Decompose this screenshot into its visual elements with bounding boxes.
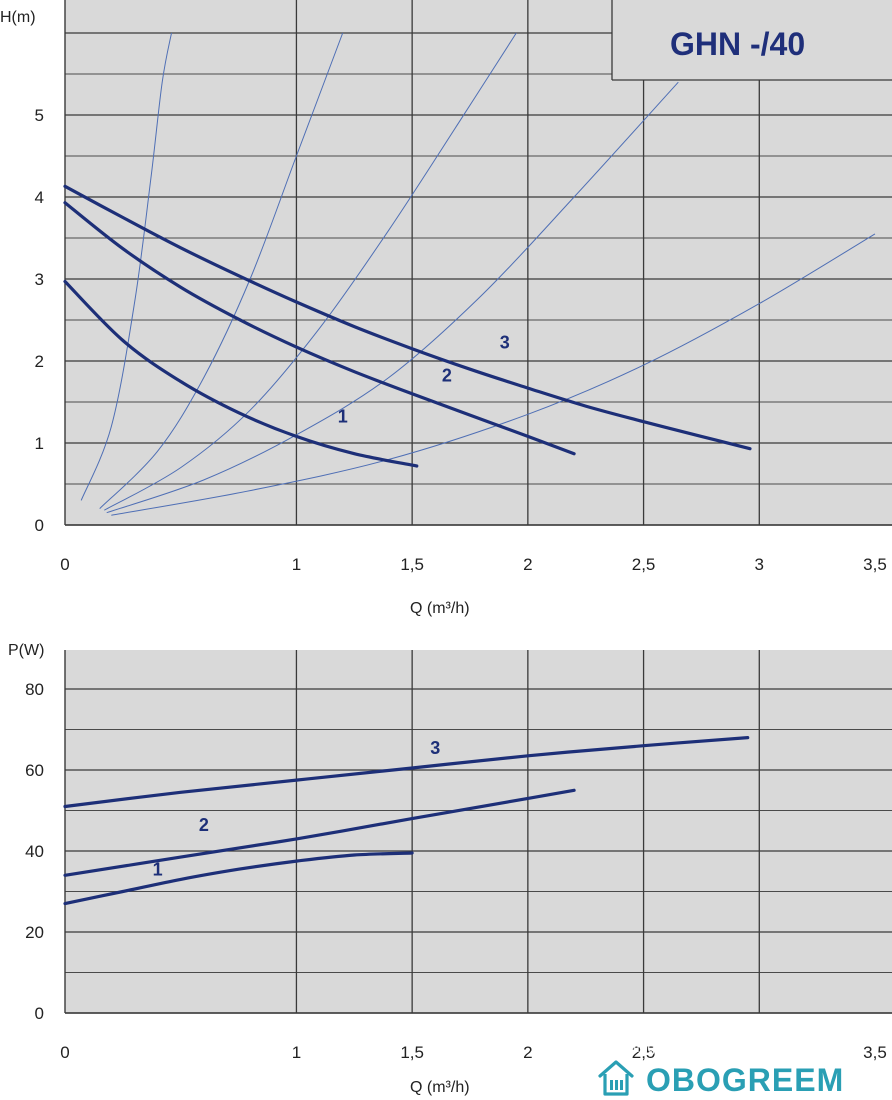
y-tick-label: 5 <box>35 106 44 125</box>
power-chart: 1 2 3 0 1 1,5 2 2,5 3,5 0 20 40 60 80 P(W) Q (m³/h) <box>8 642 892 1096</box>
power-curve-2 <box>63 788 576 877</box>
power-x-ticks: 0 1 1,5 2 2,5 3,5 <box>60 1043 887 1062</box>
x-tick-label: 1,5 <box>400 1043 424 1062</box>
head-x-ticks: 0 1 1,5 2 2,5 3 3,5 <box>60 555 887 574</box>
x-tick-label: 3,5 <box>863 555 887 574</box>
x-tick-label: 2,5 <box>632 1043 656 1062</box>
y-tick-label: 4 <box>35 188 44 207</box>
logo: OBOGREEM <box>598 1060 844 1098</box>
power-curve-label-2: 2 <box>199 815 209 835</box>
system-curve-3 <box>104 32 517 511</box>
x-tick-label: 3 <box>755 555 764 574</box>
y-tick-label: 40 <box>25 842 44 861</box>
head-curve-1 <box>63 279 419 468</box>
x-tick-label: 1 <box>292 1043 301 1062</box>
head-x-axis-title: Q (m³/h) <box>410 600 470 617</box>
system-curves <box>80 32 876 516</box>
head-curve-2 <box>63 201 576 456</box>
x-tick-label: 3,5 <box>863 1043 887 1062</box>
system-curve-2 <box>99 32 344 509</box>
system-curve-4 <box>106 81 679 514</box>
power-plot-area <box>65 650 892 1013</box>
system-curve-5 <box>111 233 876 516</box>
head-grid <box>64 0 892 526</box>
x-tick-label: 2,5 <box>632 555 656 574</box>
power-series: 1 2 3 <box>63 736 750 906</box>
y-tick-label: 0 <box>35 516 44 535</box>
system-curve-1 <box>80 32 172 501</box>
y-tick-label: 80 <box>25 680 44 699</box>
power-curve-label-1: 1 <box>153 859 163 879</box>
head-y-axis-title: H(m) <box>0 9 36 26</box>
head-y-ticks: 0 1 2 3 4 5 <box>35 106 44 535</box>
house-icon <box>598 1060 634 1096</box>
chart-title: GHN -/40 <box>670 26 805 62</box>
head-curve-label-3: 3 <box>500 333 510 353</box>
y-tick-label: 20 <box>25 923 44 942</box>
y-tick-label: 3 <box>35 270 44 289</box>
y-tick-label: 1 <box>35 434 44 453</box>
head-chart: GHN -/40 1 2 3 0 1 1,5 2 2,5 3 3,5 0 1 2 3 4 5 H(m) Q… <box>0 0 892 617</box>
head-plot-area <box>65 0 892 525</box>
x-tick-label: 0 <box>60 555 69 574</box>
power-curve-label-3: 3 <box>430 738 440 758</box>
x-tick-label: 1,5 <box>400 555 424 574</box>
power-x-axis-title: Q (m³/h) <box>410 1079 470 1096</box>
power-grid <box>64 650 892 1014</box>
title-box <box>612 0 892 80</box>
head-curve-3 <box>63 184 752 451</box>
power-y-axis-title: P(W) <box>8 642 44 659</box>
y-tick-label: 0 <box>35 1004 44 1023</box>
power-curve-3 <box>63 736 750 809</box>
x-tick-label: 2 <box>523 555 532 574</box>
watermark-text: catalog.onliner.by <box>610 1039 719 1055</box>
head-series: 1 2 3 <box>63 184 752 468</box>
x-tick-label: 2 <box>523 1043 532 1062</box>
y-tick-label: 2 <box>35 352 44 371</box>
y-tick-label: 60 <box>25 761 44 780</box>
x-tick-label: 1 <box>292 555 301 574</box>
logo-text: OBOGREEM <box>646 1062 844 1098</box>
x-tick-label: 0 <box>60 1043 69 1062</box>
power-y-ticks: 0 20 40 60 80 <box>25 680 44 1023</box>
head-curve-label-2: 2 <box>442 366 452 386</box>
power-curve-1 <box>63 851 414 906</box>
head-curve-label-1: 1 <box>338 407 348 427</box>
